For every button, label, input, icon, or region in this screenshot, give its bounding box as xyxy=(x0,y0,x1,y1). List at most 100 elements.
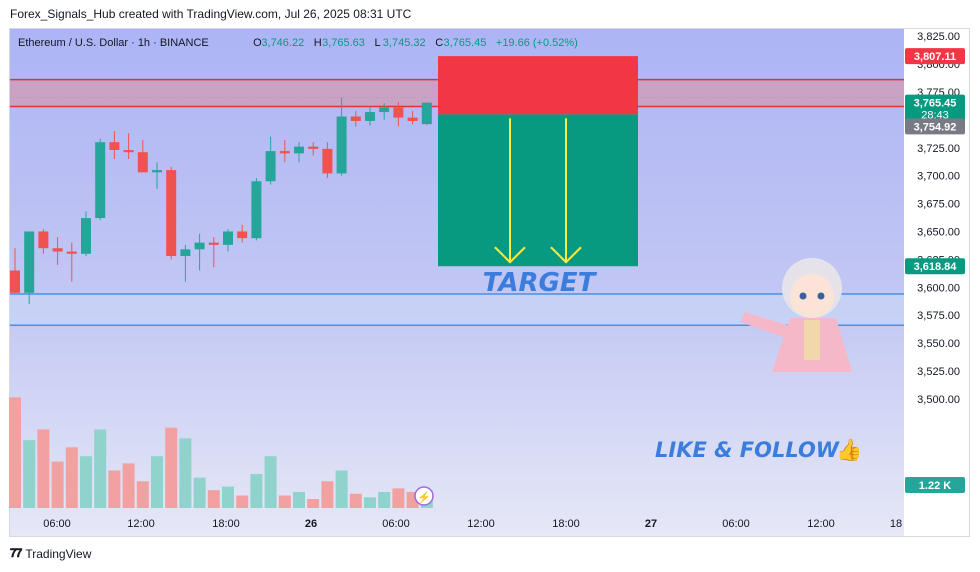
stop-price-label-bg xyxy=(905,48,965,65)
candle-body xyxy=(38,231,49,249)
candle-body xyxy=(237,231,248,239)
y-tick-label: 3,675.00 xyxy=(917,199,960,211)
volume-bar xyxy=(151,456,163,508)
attribution-text: Forex_Signals_Hub created with TradingVi… xyxy=(10,7,412,21)
x-tick-label: 26 xyxy=(305,518,317,530)
footer-brand-text: TradingView xyxy=(25,546,92,561)
volume-bar xyxy=(222,486,234,508)
y-tick-label: 3,525.00 xyxy=(917,366,960,378)
y-tick-label: 3,600.00 xyxy=(917,282,960,294)
character-sticker-face xyxy=(790,274,834,318)
volume-bar xyxy=(179,438,192,508)
entry-price-label: 3,754.92 xyxy=(914,121,957,133)
legend-high-label: H xyxy=(314,37,322,49)
legend-open-label: O xyxy=(253,37,262,49)
y-tick-label: 3,650.00 xyxy=(917,226,960,238)
volume-bar xyxy=(207,490,220,508)
x-tick-label: 18:00 xyxy=(212,518,240,530)
entry-price-label-bg xyxy=(905,118,965,135)
volume-bar xyxy=(51,461,64,508)
volume-bar xyxy=(80,456,92,508)
stop-loss-box xyxy=(438,56,638,115)
candle-body xyxy=(294,146,304,154)
y-tick-label: 3,550.00 xyxy=(917,338,960,350)
legend-open-value: 3,746.22 xyxy=(261,37,304,49)
target-price-label-bg xyxy=(905,258,965,275)
thumbs-up-icon: 👍 xyxy=(836,437,862,462)
character-sticker-eye xyxy=(817,292,825,300)
down-arrow-head xyxy=(550,246,582,264)
chart-frame xyxy=(9,28,970,537)
footer-brand: 𝟕𝟕 TradingView xyxy=(10,546,91,561)
volume-bar xyxy=(23,440,36,508)
x-tick-label: 06:00 xyxy=(43,518,71,530)
candle-body xyxy=(152,170,162,173)
candle-body xyxy=(350,116,361,121)
candle-body xyxy=(109,142,120,150)
current-price-label: 3,765.45 xyxy=(914,98,957,110)
candle-body xyxy=(365,112,375,121)
candle-body xyxy=(393,107,404,118)
candle-body xyxy=(123,149,134,153)
legend-symbol: Ethereum / U.S. Dollar · 1h · BINANCE xyxy=(18,37,209,49)
volume-bar xyxy=(335,470,348,508)
candle-body xyxy=(137,152,148,173)
tradingview-logo-icon: 𝟕𝟕 xyxy=(10,546,22,560)
volume-bar xyxy=(378,491,391,508)
x-tick-label: 18 xyxy=(890,518,902,530)
x-tick-label: 06:00 xyxy=(382,518,410,530)
x-tick-label: 27 xyxy=(645,518,657,530)
character-sticker-arm xyxy=(740,312,790,338)
candle-body xyxy=(336,116,347,174)
stop-price-label: 3,807.11 xyxy=(914,51,956,63)
legend-low-value: 3,745.32 xyxy=(383,37,426,49)
volume-bar xyxy=(236,495,249,508)
candle-body xyxy=(166,170,177,257)
current-price-label-bg xyxy=(905,94,965,123)
target-price-label: 3,618.84 xyxy=(914,261,958,273)
x-tick-label: 12:00 xyxy=(807,518,835,530)
x-tick-label: 12:00 xyxy=(467,518,495,530)
volume-bar xyxy=(307,499,320,508)
y-tick-label: 3,825.00 xyxy=(917,31,960,43)
volume-bar xyxy=(364,497,376,508)
volume-bar xyxy=(65,447,78,508)
target-annotation: TARGET xyxy=(483,268,598,298)
x-tick-label: 06:00 xyxy=(722,518,750,530)
candle-body xyxy=(81,218,91,254)
candle-body xyxy=(279,151,290,154)
candle-body xyxy=(308,146,319,149)
volume-bar xyxy=(293,491,305,508)
legend-low-label: L xyxy=(375,37,381,49)
volume-bar xyxy=(108,470,121,508)
y-tick-label: 3,575.00 xyxy=(917,310,960,322)
candle-body xyxy=(208,242,219,245)
y-tick-label: 3,700.00 xyxy=(917,171,960,183)
legend-high-value: 3,765.63 xyxy=(322,37,365,49)
candle-body xyxy=(10,270,20,293)
candle-body xyxy=(66,251,77,254)
candle-body xyxy=(421,102,432,125)
candle-body xyxy=(407,117,418,121)
volume-bar xyxy=(37,429,50,508)
volume-bar xyxy=(94,429,107,508)
volume-label: 1.22 K xyxy=(919,480,951,492)
volume-bar xyxy=(9,397,21,508)
x-tick-label: 12:00 xyxy=(127,518,155,530)
replay-badge-icon xyxy=(414,486,434,506)
y-tick-label: 3,500.00 xyxy=(917,394,960,406)
volume-bar xyxy=(264,456,277,508)
volume-bar xyxy=(349,493,362,508)
lightning-icon: ⚡ xyxy=(417,491,431,504)
candle-body xyxy=(24,231,35,293)
candle-body xyxy=(180,249,191,257)
volume-bar xyxy=(122,463,135,508)
volume-bar xyxy=(278,495,291,508)
volume-bar xyxy=(321,481,334,508)
candle-body xyxy=(194,242,205,250)
like-follow-text: LIKE & FOLLOW xyxy=(655,438,840,462)
volume-bar xyxy=(165,427,178,508)
volume-bar xyxy=(136,481,149,508)
candle-body xyxy=(223,231,233,245)
